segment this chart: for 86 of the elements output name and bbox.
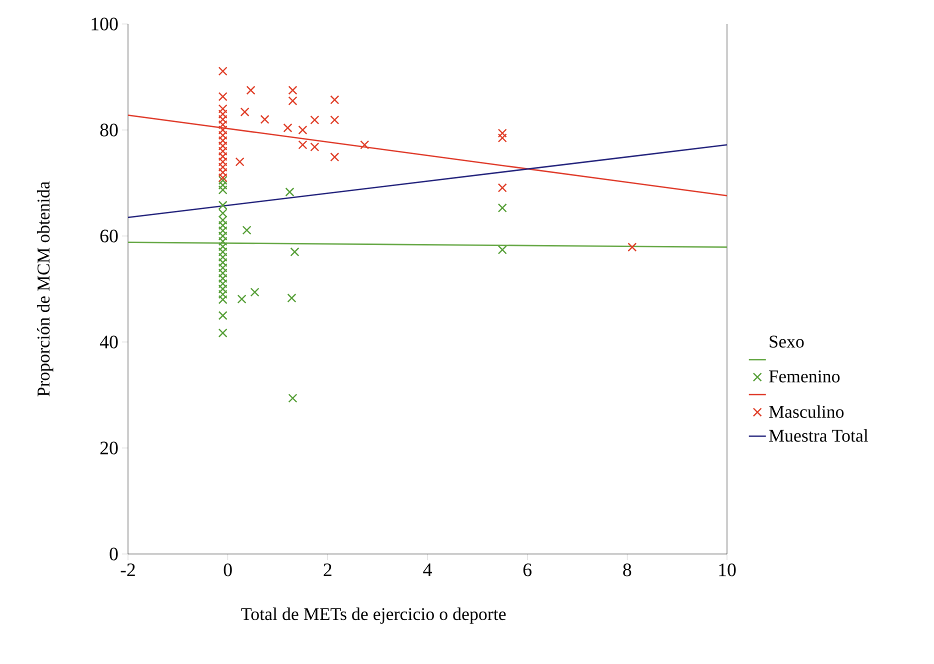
point — [218, 247, 228, 256]
point — [330, 152, 340, 162]
legend-label: Masculino — [769, 405, 844, 418]
y-tick-label: 40 — [100, 336, 118, 348]
point — [218, 208, 228, 218]
point — [218, 226, 228, 236]
point — [218, 328, 228, 338]
point — [218, 258, 228, 268]
x-tick-label: 2 — [324, 564, 332, 576]
point — [330, 115, 340, 124]
point — [218, 152, 228, 162]
y-tick-label: 0 — [110, 548, 118, 560]
point — [287, 293, 296, 303]
x-tick-label: 10 — [719, 564, 736, 576]
point — [218, 168, 228, 177]
legend-label: Femenino — [769, 370, 840, 382]
point — [218, 130, 228, 140]
point — [218, 146, 228, 156]
point — [498, 183, 507, 192]
point — [218, 114, 228, 124]
point — [237, 294, 246, 304]
point — [360, 140, 370, 150]
point — [218, 242, 228, 252]
point — [218, 136, 228, 146]
point — [260, 114, 270, 124]
point — [330, 95, 340, 104]
point — [218, 220, 228, 230]
point — [218, 141, 228, 150]
point — [218, 173, 228, 182]
point — [218, 200, 228, 210]
point — [218, 231, 228, 241]
y-tick-label: 100 — [92, 18, 118, 30]
point — [298, 140, 308, 150]
point — [298, 125, 308, 135]
x-tick-label: 4 — [423, 564, 432, 576]
point — [218, 162, 228, 172]
x-tick-label: -2 — [120, 564, 135, 576]
point — [498, 128, 507, 138]
point — [218, 120, 228, 130]
point — [218, 104, 228, 114]
point — [218, 236, 228, 246]
point — [628, 242, 637, 252]
x-tick-label: 6 — [523, 564, 532, 576]
point — [218, 180, 228, 190]
point — [218, 216, 228, 225]
point — [288, 394, 298, 403]
point — [218, 284, 228, 294]
point — [218, 92, 228, 102]
point — [218, 268, 228, 278]
legend-label: Muestra Total — [769, 429, 868, 442]
legend-title: Sexo — [770, 336, 804, 348]
point — [310, 115, 320, 124]
point — [218, 279, 228, 288]
point — [218, 110, 228, 119]
y-axis-title: Proporción de MCM obtenida — [36, 181, 54, 396]
point — [218, 176, 228, 185]
point — [240, 107, 250, 117]
point — [218, 185, 228, 194]
point — [246, 86, 256, 95]
point — [218, 252, 228, 262]
point — [498, 245, 507, 254]
point — [218, 274, 228, 283]
point — [498, 133, 507, 142]
point — [218, 290, 228, 299]
point — [290, 247, 300, 256]
y-tick-label: 80 — [100, 124, 118, 136]
point — [250, 288, 260, 297]
point — [218, 66, 228, 76]
point — [218, 157, 228, 166]
x-tick-label: 0 — [224, 564, 232, 576]
x-axis-title: Total de METs de ejercicio o deporte — [241, 608, 506, 624]
point — [218, 125, 228, 135]
point — [242, 226, 252, 235]
point — [218, 263, 228, 272]
point — [235, 157, 244, 166]
point — [288, 96, 298, 106]
y-tick-label: 20 — [100, 442, 118, 454]
point — [218, 310, 228, 320]
y-tick-label: 60 — [100, 230, 118, 242]
point — [288, 86, 298, 95]
point — [498, 203, 507, 212]
point — [285, 187, 294, 197]
point — [218, 295, 228, 304]
x-tick-label: 8 — [623, 564, 632, 576]
point — [283, 123, 292, 132]
point — [310, 142, 320, 152]
